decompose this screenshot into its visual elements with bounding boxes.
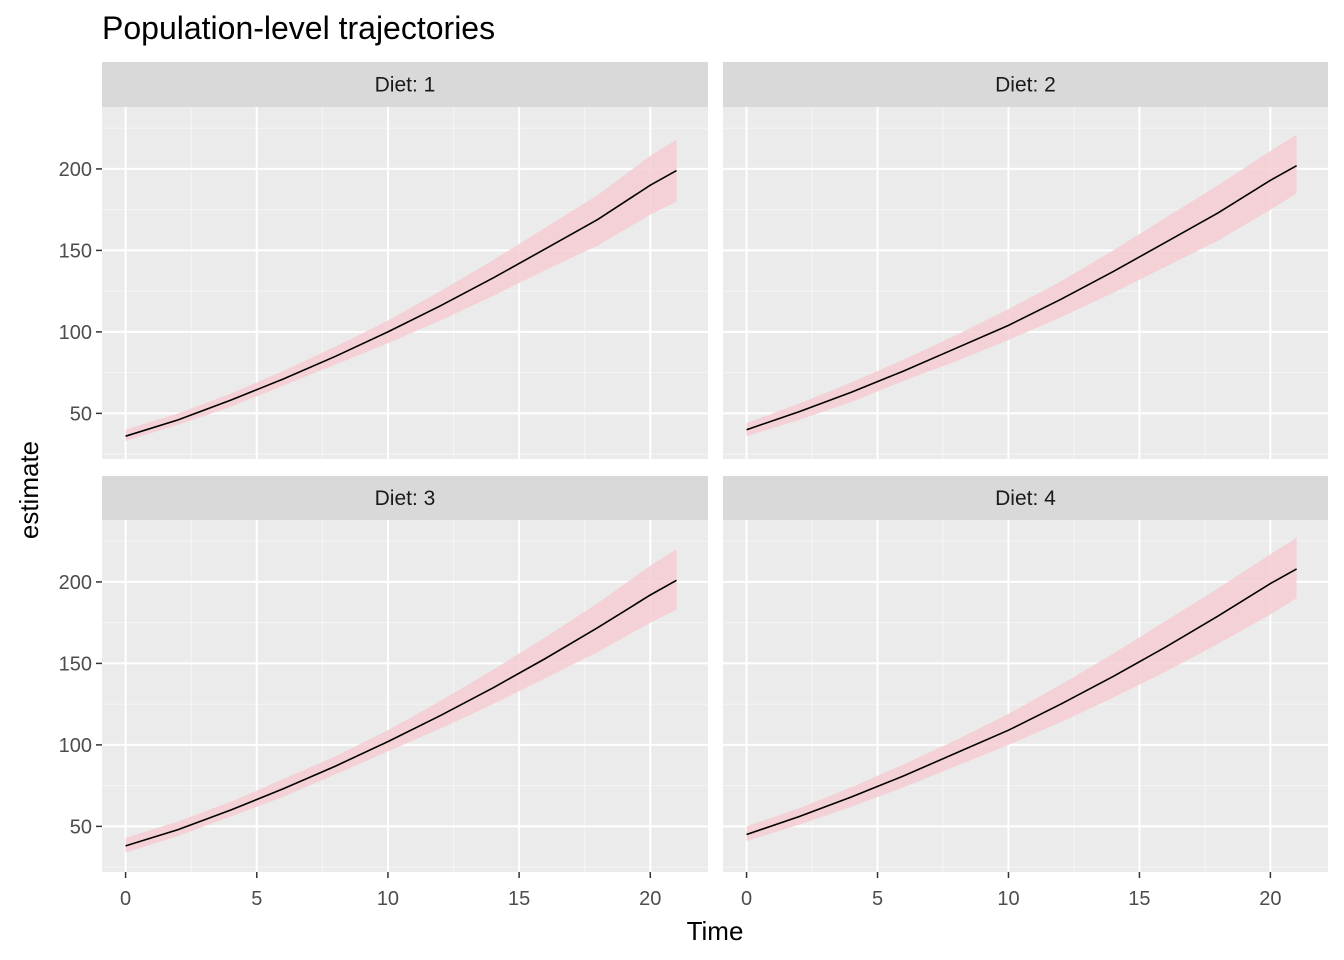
confidence-ribbon [746,134,1297,437]
y-tick-label: 100 [59,322,92,344]
x-tick-label: 5 [872,888,883,910]
chart-title: Population-level trajectories [102,10,496,46]
x-tick-label: 10 [377,888,399,910]
y-tick-label: 100 [59,735,92,757]
y-tick-label: 200 [59,159,92,181]
facet-strip [102,62,708,107]
facet-strip-label: Diet: 1 [375,74,436,97]
x-tick-label: 0 [741,888,752,910]
x-tick-label: 0 [120,888,131,910]
facet-strip [102,476,708,520]
x-tick-label: 10 [997,888,1019,910]
x-tick-label: 5 [251,888,262,910]
estimate-line [125,579,677,847]
estimate-line [125,169,677,437]
y-axis-title: estimate [14,441,44,539]
facet-strip-label: Diet: 3 [375,487,436,510]
y-tick-label: 50 [70,403,92,425]
facet-strip-label: Diet: 2 [995,74,1056,97]
panel-background [102,107,708,459]
x-tick-label: 15 [508,888,530,910]
y-tick-label: 150 [59,653,92,675]
y-tick-label: 200 [59,572,92,594]
x-tick-label: 20 [639,888,661,910]
facet-strip [723,62,1328,107]
x-tick-label: 20 [1259,888,1281,910]
x-axis-title: Time [687,916,744,946]
x-tick-label: 15 [1128,888,1150,910]
y-tick-label: 150 [59,240,92,262]
confidence-ribbon [746,537,1297,841]
estimate-line [746,568,1297,836]
y-tick-label: 50 [70,816,92,838]
facet-strip [723,476,1328,520]
estimate-line [746,165,1297,431]
facet-strip-label: Diet: 4 [995,487,1056,510]
confidence-ribbon [125,549,677,853]
